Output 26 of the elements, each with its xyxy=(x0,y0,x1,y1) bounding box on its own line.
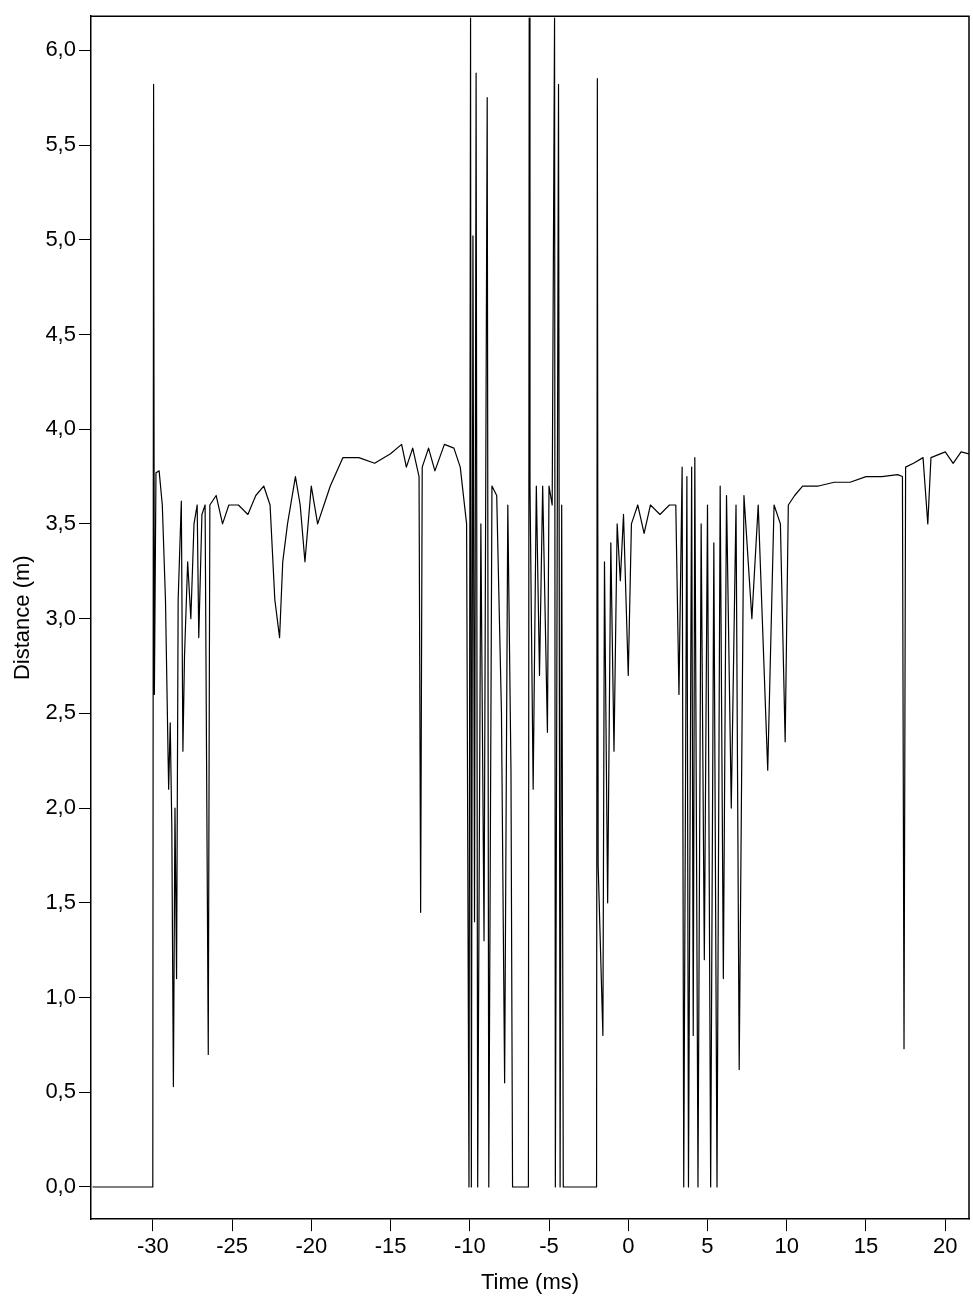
x-tick-label: -25 xyxy=(216,1233,248,1259)
y-tick-label: 0,5 xyxy=(45,1078,76,1104)
x-tick-label: -20 xyxy=(295,1233,328,1259)
x-tick-label: -10 xyxy=(453,1233,486,1259)
y-tick-label: 0,0 xyxy=(45,1173,76,1199)
y-tick-label: 4,0 xyxy=(45,415,76,441)
x-tick-label: 10 xyxy=(774,1233,799,1259)
y-axis-title: Distance (m) xyxy=(9,555,35,681)
y-tick-label: 2,0 xyxy=(45,794,76,820)
x-tick-label: 20 xyxy=(932,1233,958,1259)
y-tick-label: 1,0 xyxy=(45,983,76,1009)
y-tick-label: 6,0 xyxy=(45,36,76,62)
x-tick-label: -5 xyxy=(539,1233,559,1259)
x-axis-title: Time (ms) xyxy=(480,1268,580,1294)
x-tick-label: 5 xyxy=(701,1233,714,1259)
y-tick-label: 5,0 xyxy=(45,225,76,251)
x-tick-label: -30 xyxy=(136,1233,169,1259)
x-tick-label: 15 xyxy=(853,1233,879,1259)
y-tick-label: 3,5 xyxy=(45,509,76,535)
x-tick-label: 0 xyxy=(622,1233,635,1259)
y-tick-label: 2,5 xyxy=(45,699,76,725)
y-tick-label: 5,5 xyxy=(45,131,76,157)
y-tick-label: 1,5 xyxy=(45,888,76,914)
x-tick-label: -15 xyxy=(374,1233,407,1259)
y-tick-label: 3,0 xyxy=(45,604,76,630)
y-tick-label: 4,5 xyxy=(45,320,76,346)
